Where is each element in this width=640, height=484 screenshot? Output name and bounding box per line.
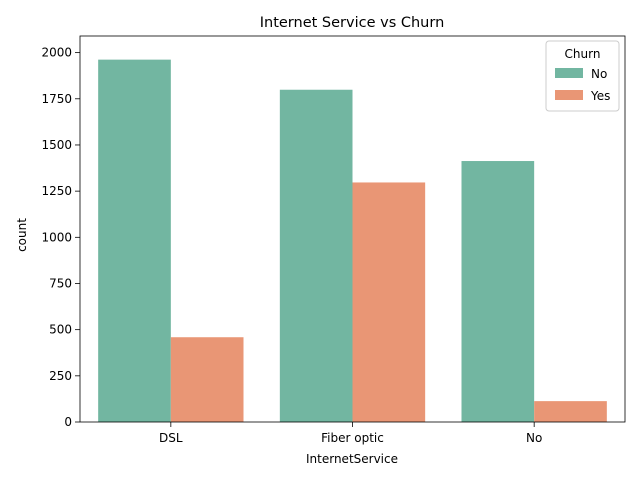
y-tick-label: 1250 — [41, 184, 72, 198]
y-axis-label: count — [15, 218, 29, 252]
y-tick-label: 1750 — [41, 92, 72, 106]
bar-dsl-yes — [170, 337, 244, 422]
plot-area: 0 250 500 750 1000 1250 1500 1750 2000 DSL Fiber o… — [41, 35, 626, 445]
legend-label-yes: Yes — [590, 89, 610, 103]
x-axis-label: InternetService — [306, 452, 398, 466]
y-tick-label: 0 — [64, 415, 72, 429]
bar-no-no — [461, 161, 535, 422]
x-tick-label: DSL — [159, 431, 183, 445]
y-tick-label: 1500 — [41, 138, 72, 152]
legend-label-no: No — [591, 67, 607, 81]
x-tick-label: No — [526, 431, 542, 445]
legend-swatch-yes — [555, 90, 583, 100]
bar-fiber-optic-yes — [352, 182, 426, 422]
bar-no-yes — [534, 401, 607, 422]
x-tick-label: Fiber optic — [321, 431, 384, 445]
y-tick-label: 750 — [49, 276, 72, 290]
y-tick-label: 2000 — [41, 46, 72, 60]
legend-title: Churn — [565, 47, 601, 61]
y-tick-label: 1000 — [41, 230, 72, 244]
chart-title: Internet Service vs Churn — [260, 15, 445, 31]
legend-swatch-no — [555, 68, 583, 78]
y-tick-label: 500 — [49, 323, 72, 337]
y-tick-label: 250 — [49, 369, 72, 383]
bar-fiber-optic-no — [279, 89, 353, 422]
bar-dsl-no — [98, 59, 171, 422]
